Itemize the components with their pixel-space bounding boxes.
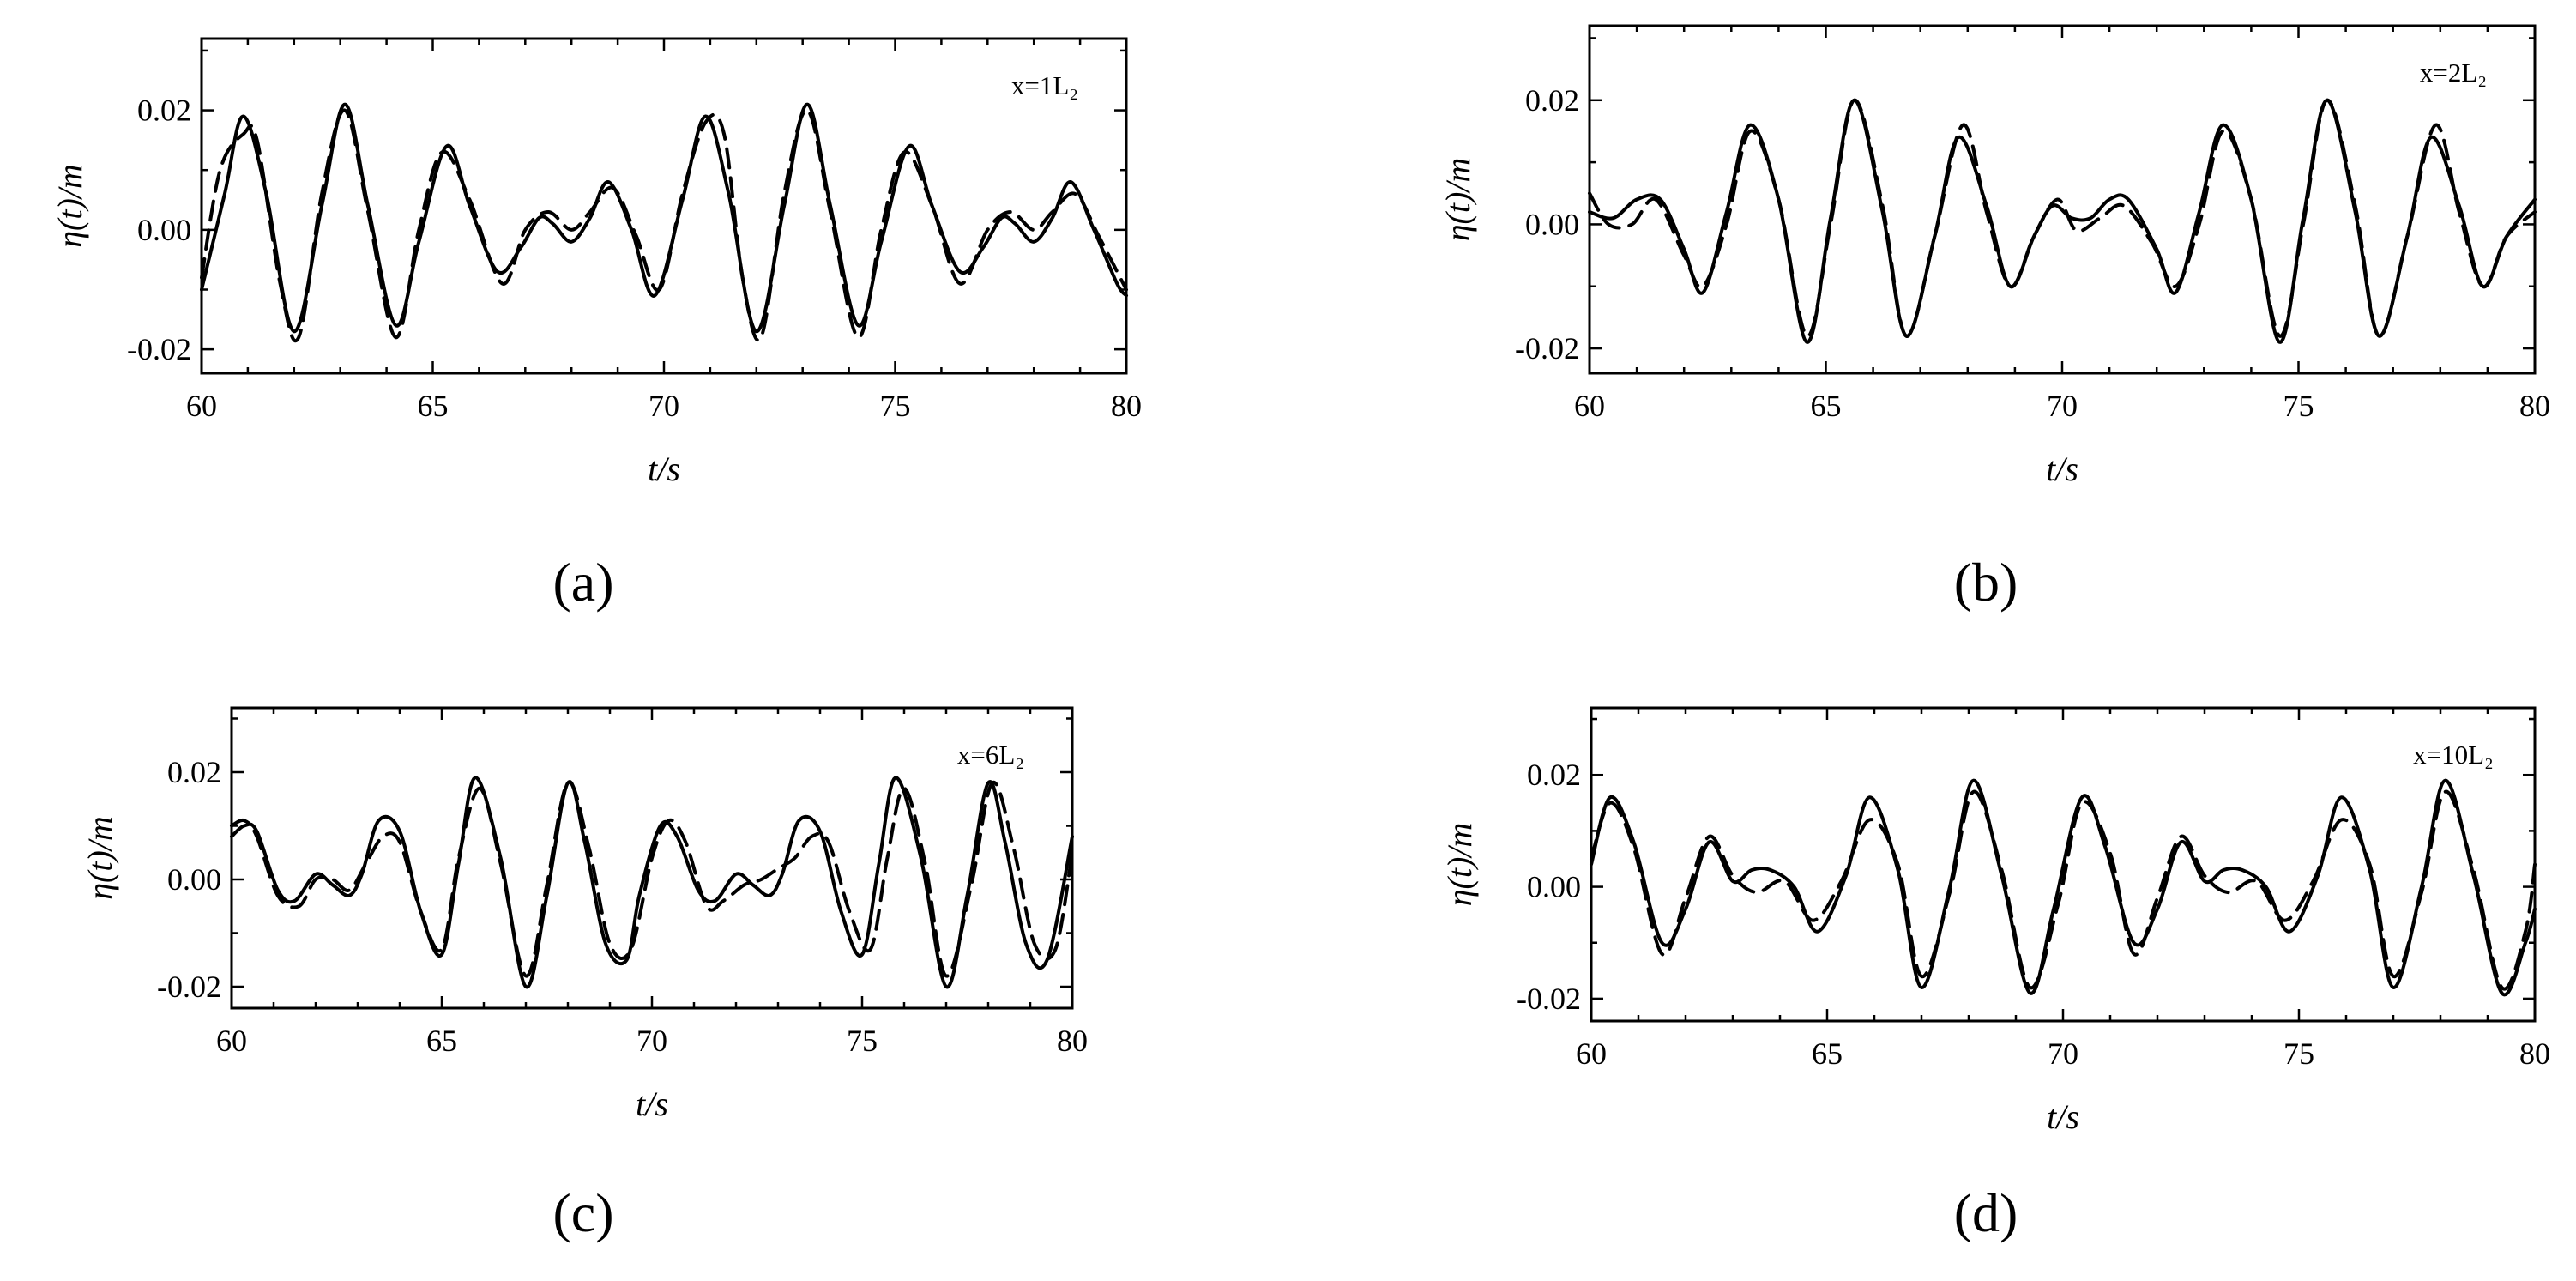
dashed-series-line	[1588, 98, 2537, 338]
y-tick-label: 0.02	[137, 94, 191, 128]
y-tick-label: 0.00	[1525, 207, 1579, 241]
x-tick-label: 60	[186, 389, 217, 423]
dashed-series-line	[230, 780, 1074, 978]
x-axis-label: t/s	[2047, 1097, 2079, 1136]
y-tick-label: 0.00	[1527, 870, 1581, 904]
y-tick-label: 0.02	[167, 755, 221, 789]
y-tick-label: 0.00	[137, 213, 191, 247]
y-tick-label: -0.02	[1517, 982, 1581, 1016]
x-tick-label: 65	[1811, 389, 1842, 423]
x-tick-label: 70	[636, 1024, 667, 1058]
panel-label: (a)	[552, 552, 613, 613]
x-axis-label: t/s	[2046, 450, 2078, 488]
x-axis-label: t/s	[648, 450, 680, 488]
chart-panel-b: 60 65 70 75 80 -0.02 0.00 0.02 t/s η(t)/m x=2L₂ (b)	[1439, 24, 2550, 613]
x-tick-label: 80	[2519, 1036, 2550, 1071]
panel-label: (b)	[1954, 552, 2018, 613]
x-tick-label: 65	[426, 1024, 457, 1058]
solid-series-line	[200, 102, 1128, 334]
y-tick-label: 0.02	[1527, 758, 1581, 792]
position-annotation: x=6L₂	[957, 740, 1024, 770]
x-tick-label: 80	[1057, 1024, 1088, 1058]
x-tick-label: 60	[216, 1024, 247, 1058]
x-tick-label: 70	[649, 389, 679, 423]
position-annotation: x=2L₂	[2420, 57, 2487, 88]
chart-panel-c: 60 65 70 75 80 -0.02 0.00 0.02 t/s η(t)/m x=6L₂ (c)	[81, 706, 1088, 1243]
x-tick-label: 80	[1111, 389, 1142, 423]
y-axis-label: η(t)/m	[1440, 823, 1479, 907]
position-annotation: x=10L₂	[2413, 740, 2494, 770]
y-tick-label: -0.02	[127, 332, 191, 366]
x-tick-label: 75	[2283, 389, 2314, 423]
y-axis-label: η(t)/m	[51, 164, 89, 248]
x-tick-label: 65	[418, 389, 449, 423]
solid-series-line	[1588, 98, 2537, 344]
y-tick-label: -0.02	[157, 970, 221, 1004]
panel-label: (d)	[1954, 1182, 2018, 1243]
y-axis-label: η(t)/m	[81, 816, 119, 900]
dashed-series-line	[1590, 789, 2537, 991]
x-tick-label: 80	[2519, 389, 2550, 423]
x-tick-label: 60	[1574, 389, 1605, 423]
x-axis-label: t/s	[636, 1085, 668, 1123]
dashed-series-line	[200, 108, 1128, 343]
x-tick-label: 75	[2283, 1036, 2314, 1071]
x-tick-label: 60	[1576, 1036, 1607, 1071]
chart-panel-a: 60 65 70 75 80 -0.02 0.00 0.02 t/s η(t)/m x=1L₂ (a)	[51, 37, 1142, 613]
chart-panel-d: 60 65 70 75 80 -0.02 0.00 0.02 t/s η(t)/m x=10L₂ (d…	[1440, 706, 2550, 1243]
position-annotation: x=1L₂	[1011, 70, 1078, 100]
plot-frame	[200, 37, 1128, 375]
solid-series-line	[230, 776, 1074, 989]
y-tick-label: 0.00	[167, 862, 221, 897]
y-axis-label: η(t)/m	[1439, 158, 1477, 242]
x-tick-label: 75	[880, 389, 911, 423]
x-tick-label: 70	[2048, 1036, 2078, 1071]
panel-label: (c)	[552, 1182, 613, 1243]
solid-series-line	[1590, 778, 2537, 997]
x-tick-label: 70	[2047, 389, 2078, 423]
y-tick-label: -0.02	[1515, 331, 1579, 366]
x-tick-label: 75	[847, 1024, 878, 1058]
x-tick-label: 65	[1812, 1036, 1843, 1071]
y-tick-label: 0.02	[1525, 83, 1579, 118]
